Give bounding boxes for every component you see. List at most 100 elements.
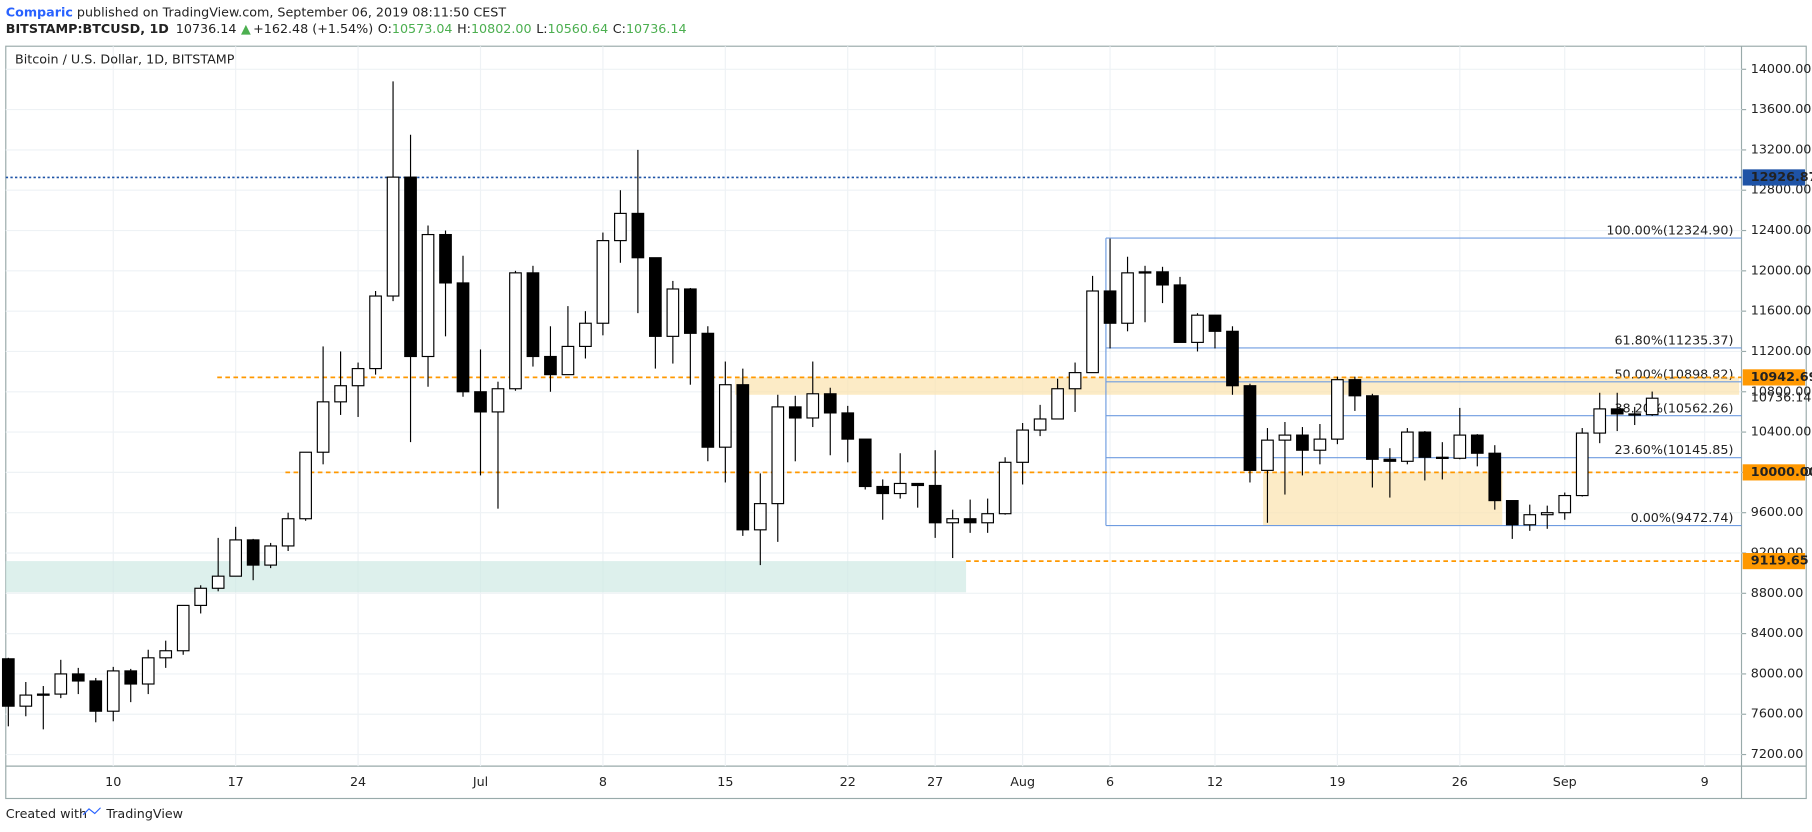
candle-body — [911, 482, 925, 487]
y-tick-label: 9600.00 — [1751, 504, 1804, 519]
x-tick-label: Sep — [1553, 774, 1577, 789]
candle-body — [351, 368, 365, 387]
candle-body — [281, 518, 295, 547]
candle-body — [1226, 330, 1239, 387]
y-tick-label: 10400.00 — [1751, 424, 1812, 439]
x-tick-label: 24 — [350, 774, 366, 789]
chart-title: Bitcoin / U.S. Dollar, 1D, BITSTAMP — [15, 52, 235, 67]
candle-body — [71, 673, 85, 682]
published: published on TradingView.com, September … — [73, 4, 506, 19]
candle-body — [981, 513, 994, 524]
x-tick-label: 17 — [228, 774, 244, 789]
candle-body — [246, 539, 260, 566]
candle-body — [1540, 512, 1554, 516]
x-tick-label: 22 — [840, 774, 856, 789]
h: 10802.00 — [471, 20, 532, 35]
candle-body — [806, 393, 820, 419]
candle-body — [1278, 434, 1292, 441]
candle-body — [176, 604, 190, 652]
candle-body — [1348, 379, 1362, 397]
candle-body — [526, 272, 540, 358]
fib-label: 38.20%(10562.26) — [1614, 400, 1733, 415]
y-tick-label: 8800.00 — [1751, 585, 1804, 600]
candle-body — [771, 406, 785, 505]
c: 10736.14 — [626, 20, 687, 35]
symbol: BITSTAMP:BTCUSD, 1D — [6, 20, 169, 35]
fib-label: 100.00%(12324.90) — [1606, 223, 1733, 238]
candle-body — [439, 233, 452, 284]
h-label: H: — [457, 20, 471, 35]
candle-body — [614, 212, 627, 242]
candle-body — [1366, 395, 1379, 460]
candle-body — [1016, 429, 1029, 463]
candle-body — [788, 406, 802, 419]
candle-body — [858, 438, 872, 488]
footer-text: Created with — [6, 806, 87, 821]
o-label: O: — [378, 20, 392, 35]
candle-body — [1505, 500, 1519, 526]
x-tick-label: 10 — [105, 774, 121, 789]
y-tick-label: 8400.00 — [1751, 625, 1804, 640]
candle-body — [579, 322, 592, 347]
candle-body — [1313, 438, 1327, 451]
candle-body — [1400, 431, 1414, 462]
candle-body — [456, 282, 470, 393]
candle-body — [701, 332, 715, 448]
candle-body — [1418, 431, 1432, 458]
fib-label: 23.60%(10145.85) — [1614, 442, 1733, 457]
candle-body — [264, 545, 277, 566]
candle-body — [1173, 284, 1187, 343]
fib-label: 50.00%(10898.82) — [1614, 366, 1733, 381]
x-tick-label: 26 — [1452, 774, 1468, 789]
candle-body — [36, 693, 50, 696]
x-tick-label: 15 — [717, 774, 733, 789]
candle-body — [963, 518, 977, 524]
candle-body — [649, 257, 662, 337]
candle-body — [1523, 514, 1537, 526]
author[interactable]: Comparic — [6, 4, 73, 19]
candle-body — [1033, 418, 1047, 431]
candle-body — [1558, 494, 1572, 514]
y-tick-label: 7200.00 — [1751, 746, 1804, 761]
candle-body — [124, 670, 138, 685]
candle-body — [1121, 272, 1134, 324]
candle-body — [1103, 290, 1117, 324]
l: 10560.64 — [548, 20, 609, 35]
x-tick-label: 27 — [927, 774, 943, 789]
candle-body — [1593, 408, 1607, 434]
last: 10736.14 — [176, 20, 237, 35]
x-tick-label: Aug — [1010, 774, 1035, 789]
candle-body — [823, 393, 837, 414]
x-tick-label: 9 — [1701, 774, 1709, 789]
x-tick-label: 8 — [599, 774, 607, 789]
candle-body — [1575, 432, 1589, 497]
fib-label: 0.00%(9472.74) — [1631, 510, 1734, 525]
l-label: L: — [536, 20, 547, 35]
y-tick-label: 11600.00 — [1751, 303, 1812, 318]
x-tick-label: 12 — [1207, 774, 1223, 789]
candle-body — [334, 385, 347, 403]
candle-body — [1208, 314, 1222, 332]
candle-body — [404, 176, 417, 358]
candle-body — [474, 391, 487, 413]
candle-body — [1191, 314, 1204, 343]
candle-body — [229, 539, 243, 577]
candle-body — [1645, 397, 1659, 416]
header-line1: Comparic published on TradingView.com, S… — [6, 4, 507, 19]
candle-body — [683, 288, 697, 334]
plot: 100.00%(12324.90) 61.80%(11235.37) 50.00%(… — [1, 46, 1747, 767]
x-tick-label: 19 — [1329, 774, 1345, 789]
candle-body — [19, 694, 33, 707]
candle-body — [509, 272, 522, 390]
candle-body — [1068, 372, 1082, 390]
candle-body — [544, 355, 557, 376]
candle-body — [1086, 290, 1099, 374]
candle-body — [631, 212, 645, 259]
price-label: 10000.00 — [1751, 464, 1812, 479]
candle-body — [316, 401, 330, 453]
brand-icon — [82, 807, 101, 816]
candle-body — [1453, 434, 1467, 459]
footer-brand[interactable]: TradingView — [105, 806, 183, 821]
candle-body — [369, 295, 382, 370]
price-label: 12926.87 — [1751, 169, 1812, 184]
